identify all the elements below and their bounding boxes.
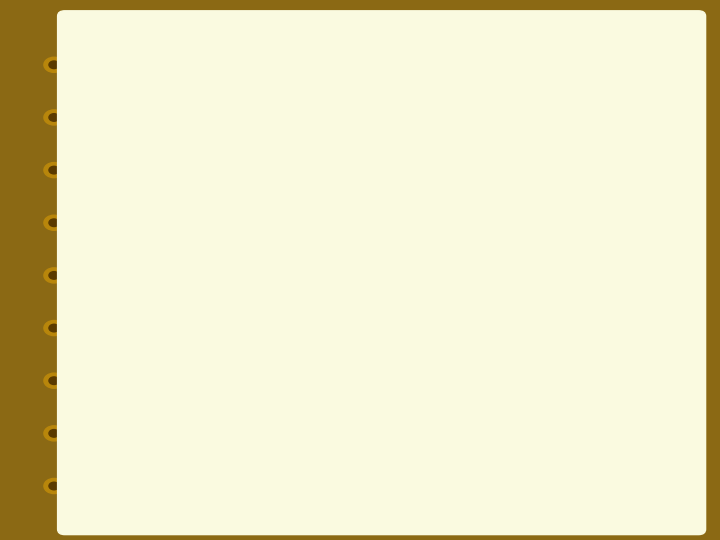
Text: 4: 4 [328, 201, 335, 214]
Circle shape [38, 421, 70, 445]
Circle shape [49, 61, 59, 69]
Ellipse shape [104, 54, 248, 103]
Text: $Observed\ t$: $Observed\ t$ [551, 449, 630, 464]
Text: $=$: $=$ [357, 395, 377, 415]
Circle shape [38, 264, 70, 287]
Text: Squared
deviation: Squared deviation [304, 143, 359, 163]
Circle shape [49, 430, 59, 437]
Text: Mean= 24: Mean= 24 [133, 71, 220, 86]
Circle shape [38, 316, 70, 340]
Text: 4: 4 [572, 234, 580, 247]
Polygon shape [378, 85, 407, 138]
Circle shape [44, 163, 64, 178]
Text: Big Meal: Big Meal [166, 154, 216, 164]
Circle shape [44, 426, 64, 441]
Text: $24 \ - \ 21$: $24 \ - \ 21$ [382, 386, 446, 402]
Text: $\bar{X}_1 - \bar{X}_2$: $\bar{X}_1 - \bar{X}_2$ [150, 384, 203, 406]
Circle shape [38, 105, 70, 129]
Circle shape [49, 324, 59, 332]
Text: 19: 19 [399, 201, 415, 214]
Text: 1: 1 [108, 201, 115, 214]
Circle shape [44, 57, 64, 72]
Circle shape [38, 211, 70, 234]
FancyBboxPatch shape [68, 356, 410, 456]
Text: -2: -2 [487, 201, 500, 214]
Text: $1.5275$: $1.5275$ [390, 408, 438, 422]
Text: 0: 0 [572, 266, 580, 279]
Text: 25: 25 [183, 234, 199, 247]
Text: Mean= 21: Mean= 21 [349, 55, 436, 70]
Circle shape [49, 219, 59, 226]
Text: 2: 2 [490, 234, 497, 247]
Circle shape [49, 114, 59, 121]
Text: $= \ 3.5$: $= \ 3.5$ [195, 340, 244, 356]
Circle shape [49, 166, 59, 174]
Circle shape [44, 478, 64, 494]
Text: 4: 4 [572, 201, 580, 214]
Circle shape [44, 268, 64, 283]
Text: Squared
Deviation: Squared Deviation [548, 143, 604, 163]
Text: $=$: $=$ [229, 395, 249, 415]
Text: Participant: Participant [79, 154, 144, 164]
Circle shape [38, 369, 70, 393]
Circle shape [44, 215, 64, 230]
Circle shape [44, 373, 64, 388]
Text: $= \ 1.964$: $= \ 1.964$ [459, 395, 540, 413]
Text: -2: -2 [264, 201, 276, 214]
Text: Big Meal
Deviation
From mean: Big Meal Deviation From mean [237, 143, 303, 172]
Ellipse shape [313, 38, 472, 86]
Text: $\sqrt{\dfrac{3.5}{3}+\dfrac{3.5}{3}}$: $\sqrt{\dfrac{3.5}{3}+\dfrac{3.5}{3}}$ [264, 407, 334, 437]
Text: $24 \ - \ 21$: $24 \ - \ 21$ [266, 387, 331, 403]
Ellipse shape [104, 328, 263, 368]
Text: 1: 1 [328, 266, 335, 279]
Text: 1: 1 [266, 234, 274, 247]
Text: 22: 22 [183, 201, 199, 214]
Ellipse shape [515, 436, 666, 476]
Polygon shape [162, 102, 205, 148]
Circle shape [38, 474, 70, 498]
Text: Small Meal
Deviation
From mean: Small Meal Deviation From mean [460, 143, 526, 172]
Circle shape [38, 53, 70, 77]
Text: 25: 25 [183, 266, 199, 279]
Text: 1: 1 [328, 234, 335, 247]
Text: $\sqrt{\dfrac{S_p^2}{n_1}+\dfrac{S_p^2}{n_2}}$: $\sqrt{\dfrac{S_p^2}{n_1}+\dfrac{S_p^2}{… [145, 404, 207, 440]
Text: 23: 23 [399, 234, 415, 247]
Text: Σ = 6: Σ = 6 [314, 299, 348, 312]
Text: Small meal: Small meal [374, 154, 439, 164]
Circle shape [44, 321, 64, 335]
Polygon shape [582, 381, 596, 436]
Circle shape [38, 158, 70, 182]
Circle shape [49, 272, 59, 279]
Text: Σ = 8: Σ = 8 [559, 299, 593, 312]
Circle shape [44, 110, 64, 125]
Text: $t \ =$: $t \ =$ [90, 396, 124, 416]
Circle shape [49, 377, 59, 384]
Text: 0: 0 [489, 266, 498, 279]
Text: $S^2_p$: $S^2_p$ [138, 334, 158, 362]
Text: 21: 21 [399, 266, 415, 279]
Text: 2: 2 [108, 234, 115, 247]
Text: 3: 3 [108, 266, 115, 279]
Text: 1: 1 [266, 266, 274, 279]
Circle shape [49, 482, 59, 490]
